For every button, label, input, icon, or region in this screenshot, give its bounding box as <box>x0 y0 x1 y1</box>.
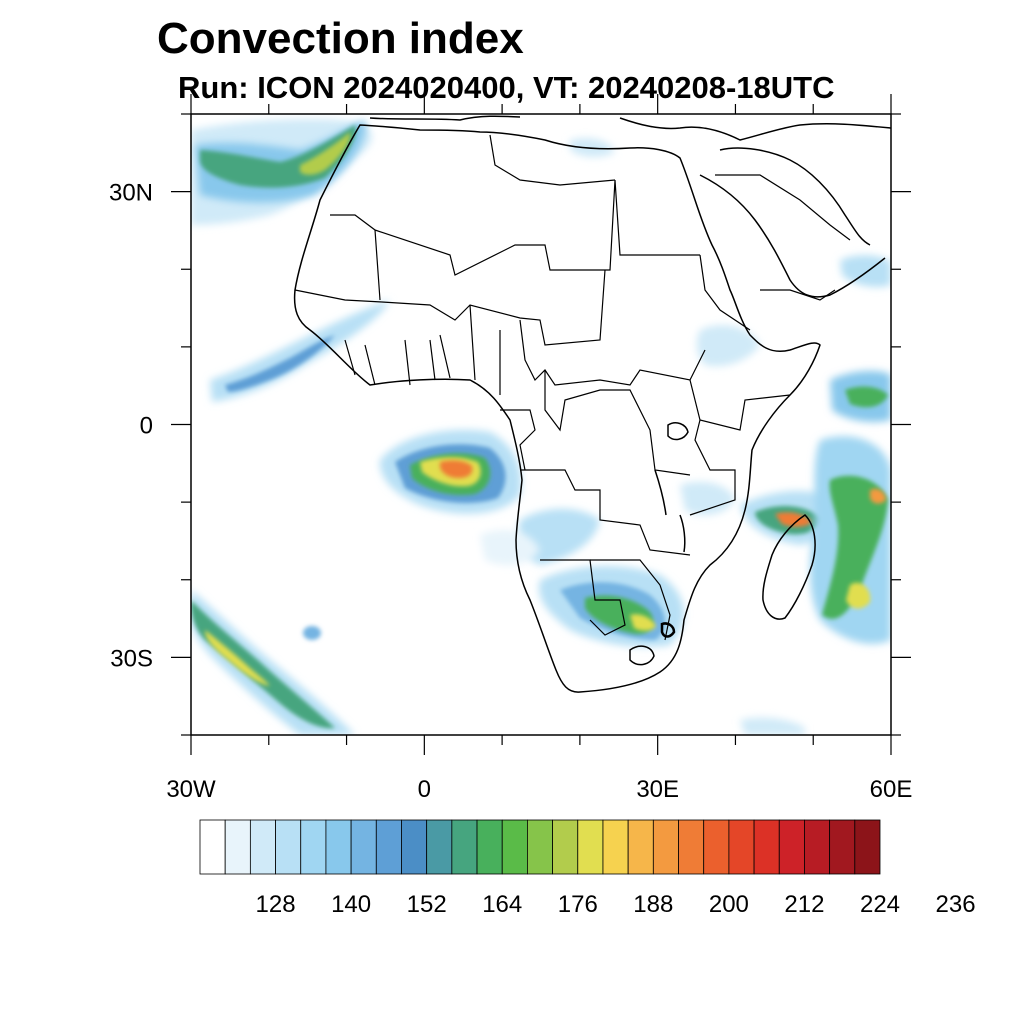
convection-field <box>191 119 891 735</box>
lake-victoria <box>667 422 689 441</box>
east-africa-scattered <box>480 325 760 566</box>
gulf-of-guinea-cluster <box>379 429 522 514</box>
colorbar-box <box>627 819 654 875</box>
colorbar-box <box>501 819 528 875</box>
lat-tick-label: 30S <box>110 645 153 672</box>
colorbar-label: 152 <box>407 891 447 918</box>
colorbar-box <box>451 819 478 875</box>
colorbar-box <box>552 819 579 875</box>
colorbar-box <box>375 819 402 875</box>
lon-tick-label: 60E <box>870 776 913 803</box>
lon-tick-label: 0 <box>418 776 431 803</box>
southern-africa-convection <box>518 508 684 647</box>
lon-tick-label: 30E <box>636 776 679 803</box>
lat-tick-label: 30N <box>109 180 153 207</box>
madagascar-convection <box>740 436 891 644</box>
country-borders <box>294 134 851 641</box>
lat-tick-label: 0 <box>140 413 153 440</box>
colorbar-box <box>476 819 503 875</box>
tropical-atlantic-band <box>210 300 390 402</box>
colorbar-box <box>753 819 780 875</box>
africa-coastline <box>293 124 821 693</box>
sw-atlantic-band <box>191 590 355 735</box>
map-tick-labels: 30W 0 30E 60E 30N 0 30S <box>109 180 912 803</box>
colorbar-box <box>527 819 553 875</box>
ne-atlantic-band <box>191 119 372 225</box>
colorbar-box <box>602 819 629 875</box>
colorbar-box <box>199 819 226 875</box>
chart-title: Convection index <box>157 14 524 63</box>
map-ticks <box>171 94 911 755</box>
colorbar-box <box>678 819 705 875</box>
colorbar-box <box>350 819 377 875</box>
coastlines <box>293 115 891 693</box>
colorbar-label: 164 <box>482 891 522 918</box>
europe-coastline <box>369 115 891 141</box>
colorbar-box <box>778 819 805 875</box>
colorbar-box <box>224 819 251 875</box>
colorbar-labels: 128 140 152 164 176 188 200 212 224 236 <box>256 891 976 918</box>
w-indian-ocean-north <box>830 370 891 422</box>
madagascar-coastline <box>762 514 816 620</box>
colorbar-label: 140 <box>331 891 371 918</box>
colorbar-box <box>854 819 881 875</box>
map-frame <box>190 113 892 736</box>
colorbar-box <box>300 819 327 875</box>
colorbar-label: 224 <box>860 891 900 918</box>
colorbar-label: 176 <box>558 891 598 918</box>
colorbar-label: 188 <box>633 891 673 918</box>
lake-malawi <box>679 514 686 553</box>
colorbar-box <box>275 819 302 875</box>
colorbar-box <box>703 819 730 875</box>
colorbar <box>199 819 881 875</box>
arabia-coastline <box>699 147 886 298</box>
eswatini-border <box>660 622 676 638</box>
colorbar-box <box>829 819 856 875</box>
colorbar-box <box>249 819 276 875</box>
colorbar-label: 200 <box>709 891 749 918</box>
colorbar-label: 212 <box>784 891 824 918</box>
colorbar-box <box>325 819 352 875</box>
colorbar-box <box>652 819 679 875</box>
colorbar-box <box>401 819 428 875</box>
colorbar-label: 128 <box>256 891 296 918</box>
lake-tanganyika <box>654 469 667 516</box>
colorbar-box <box>426 819 453 875</box>
lon-tick-label: 30W <box>166 776 216 803</box>
chart-subtitle: Run: ICON 2024020400, VT: 20240208-18UTC <box>178 70 835 105</box>
colorbar-box <box>577 819 604 875</box>
colorbar-box <box>804 819 831 875</box>
colorbar-box <box>728 819 755 875</box>
colorbar-label: 236 <box>936 891 976 918</box>
lesotho-border <box>629 645 655 666</box>
